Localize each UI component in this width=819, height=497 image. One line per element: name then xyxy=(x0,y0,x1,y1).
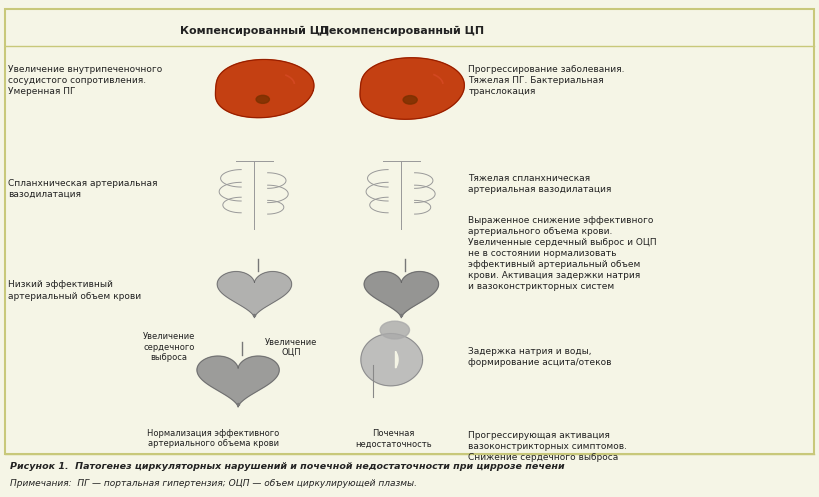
Text: Прогрессирующая активация
вазоконстрикторных симптомов.
Снижение сердечного выбр: Прогрессирующая активация вазоконстрикто… xyxy=(468,430,627,462)
Text: Компенсированный ЦП: Компенсированный ЦП xyxy=(180,26,329,36)
Text: Прогрессирование заболевания.
Тяжелая ПГ. Бактериальная
транслокация: Прогрессирование заболевания. Тяжелая ПГ… xyxy=(468,65,625,96)
Polygon shape xyxy=(217,271,292,318)
Text: Почечная
недостаточность: Почечная недостаточность xyxy=(355,429,432,448)
Text: Тяжелая спланхническая
артериальная вазодилатация: Тяжелая спланхническая артериальная вазо… xyxy=(468,174,612,194)
Polygon shape xyxy=(396,351,398,368)
Text: Увеличение внутрипеченочного
сосудистого сопротивления.
Умеренная ПГ: Увеличение внутрипеченочного сосудистого… xyxy=(8,65,162,96)
Circle shape xyxy=(380,321,410,339)
Polygon shape xyxy=(215,60,314,118)
Polygon shape xyxy=(364,271,438,318)
Polygon shape xyxy=(360,58,464,119)
Text: Нормализация эффективного
артериального объема крови: Нормализация эффективного артериального … xyxy=(147,429,280,448)
Text: Низкий эффективный
артериальный объем крови: Низкий эффективный артериальный объем кр… xyxy=(8,280,141,301)
Circle shape xyxy=(403,95,417,104)
Polygon shape xyxy=(361,333,423,386)
Text: Примечания:  ПГ — портальная гипертензия; ОЦП — объем циркулирующей плазмы.: Примечания: ПГ — портальная гипертензия;… xyxy=(10,479,417,488)
Text: Декомпенсированный ЦП: Декомпенсированный ЦП xyxy=(319,26,484,36)
Text: Задержка натрия и воды,
формирование асцита/отеков: Задержка натрия и воды, формирование асц… xyxy=(468,347,612,367)
Circle shape xyxy=(256,95,269,103)
Polygon shape xyxy=(197,356,279,407)
Text: Спланхническая артериальная
вазодилатация: Спланхническая артериальная вазодилатаци… xyxy=(8,179,157,199)
Text: Рисунок 1.  Патогенез циркуляторных нарушений и почечной недостаточности при цир: Рисунок 1. Патогенез циркуляторных наруш… xyxy=(10,462,564,472)
Text: Выраженное снижение эффективного
артериального объема крови.
Увеличенные сердечн: Выраженное снижение эффективного артериа… xyxy=(468,216,657,291)
Text: Увеличение
сердечного
выброса: Увеличение сердечного выброса xyxy=(143,332,195,362)
Text: Увеличение
ОЦП: Увеличение ОЦП xyxy=(265,337,317,357)
